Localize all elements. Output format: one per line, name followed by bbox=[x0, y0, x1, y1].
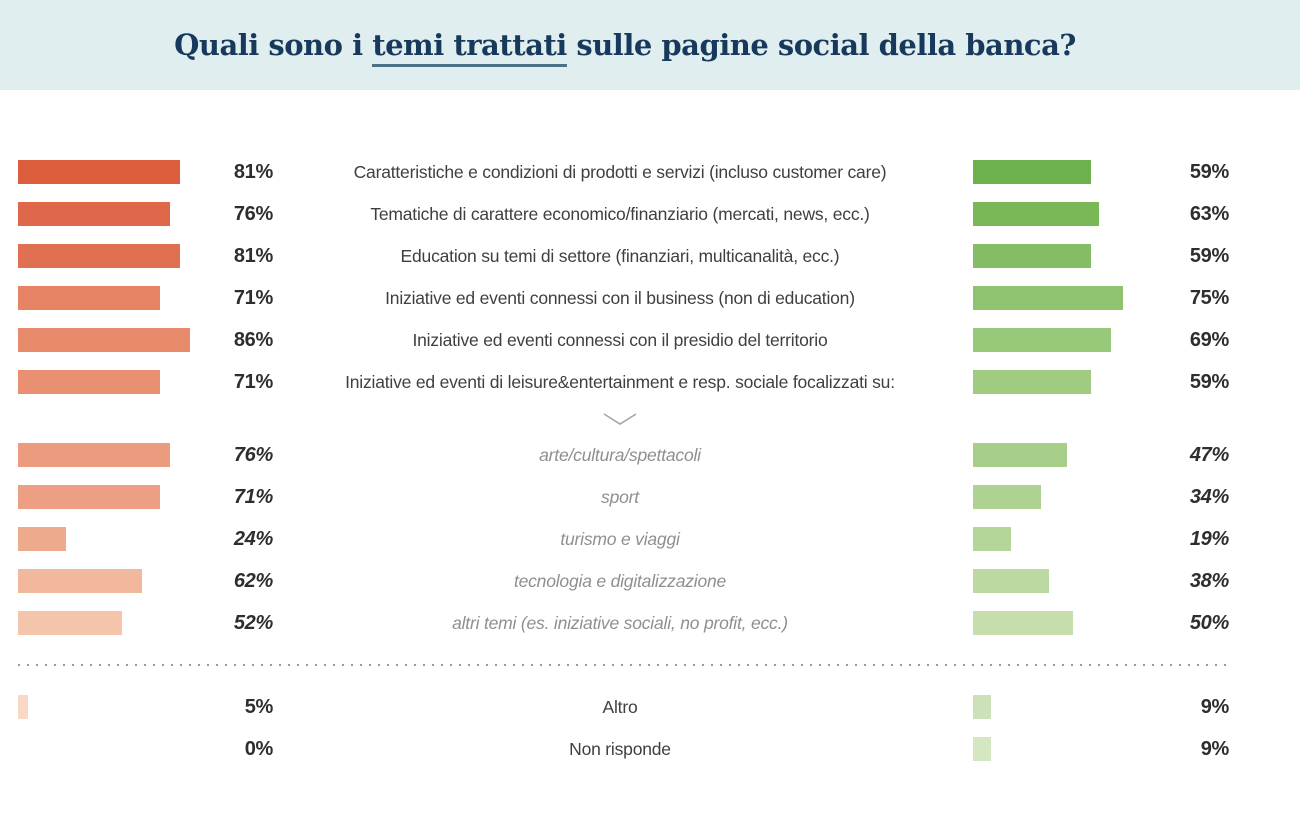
row-label: arte/cultura/spettacoli bbox=[539, 445, 701, 465]
right-percent-label: 59% bbox=[1189, 371, 1229, 393]
right-percent-label: 63% bbox=[1189, 203, 1229, 225]
left-bar bbox=[18, 695, 28, 719]
row-label: Tematiche di carattere economico/finanzi… bbox=[370, 204, 870, 224]
row-label: Iniziative ed eventi connessi con il bus… bbox=[385, 288, 855, 308]
chevron-down-icon bbox=[603, 413, 637, 425]
right-percent-label: 69% bbox=[1189, 329, 1229, 351]
right-percent-label: 75% bbox=[1189, 287, 1229, 309]
right-bar bbox=[973, 160, 1091, 184]
right-percent-label: 59% bbox=[1189, 245, 1229, 267]
separator-row bbox=[0, 644, 1300, 686]
right-bar bbox=[973, 695, 991, 719]
left-percent-label: 52% bbox=[233, 612, 273, 634]
right-bar bbox=[973, 328, 1111, 352]
right-percent-label: 38% bbox=[1189, 570, 1229, 592]
left-bar bbox=[18, 611, 122, 635]
chart-row: 81% Education su temi di settore (finanz… bbox=[0, 235, 1300, 277]
left-percent-label: 86% bbox=[233, 329, 273, 351]
right-bar bbox=[973, 370, 1091, 394]
row-label: Iniziative ed eventi di leisure&entertai… bbox=[345, 372, 895, 392]
left-percent-label: 71% bbox=[233, 486, 273, 508]
left-bar bbox=[18, 160, 180, 184]
dotted-separator bbox=[18, 664, 1228, 666]
row-label: Education su temi di settore (finanziari… bbox=[400, 246, 840, 266]
row-label: sport bbox=[601, 487, 639, 507]
page-title-underlined: temi trattati bbox=[372, 28, 567, 67]
left-percent-label: 0% bbox=[244, 738, 274, 760]
chart-row: 76% Tematiche di carattere economico/fin… bbox=[0, 193, 1300, 235]
chart-row: 0% Non risponde 9% bbox=[0, 728, 1300, 770]
right-bar bbox=[973, 443, 1067, 467]
chart-row: 81% Caratteristiche e condizioni di prod… bbox=[0, 151, 1300, 193]
left-percent-label: 24% bbox=[233, 528, 273, 550]
row-label: Altro bbox=[602, 697, 638, 717]
left-percent-label: 76% bbox=[233, 444, 273, 466]
left-percent-label: 81% bbox=[233, 161, 273, 183]
left-bar bbox=[18, 286, 160, 310]
row-label: Iniziative ed eventi connessi con il pre… bbox=[412, 330, 828, 350]
left-percent-label: 71% bbox=[233, 371, 273, 393]
left-bar bbox=[18, 485, 160, 509]
right-bar bbox=[973, 569, 1049, 593]
chart-row: 86% Iniziative ed eventi connessi con il… bbox=[0, 319, 1300, 361]
row-label: tecnologia e digitalizzazione bbox=[513, 571, 727, 591]
left-percent-label: 71% bbox=[233, 287, 273, 309]
right-bar bbox=[973, 202, 1099, 226]
chart-row: 52% altri temi (es. iniziative sociali, … bbox=[0, 602, 1300, 644]
right-percent-label: 9% bbox=[1200, 696, 1230, 718]
mirrored-bar-chart: 81% Caratteristiche e condizioni di prod… bbox=[0, 151, 1300, 770]
right-percent-label: 34% bbox=[1189, 486, 1229, 508]
chart-row: 62% tecnologia e digitalizzazione 38% bbox=[0, 560, 1300, 602]
right-bar bbox=[973, 286, 1123, 310]
row-label: Caratteristiche e condizioni di prodotti… bbox=[353, 162, 887, 182]
left-bar bbox=[18, 328, 190, 352]
chart-row: 24% turismo e viaggi 19% bbox=[0, 518, 1300, 560]
left-bar bbox=[18, 202, 170, 226]
left-bar bbox=[18, 569, 142, 593]
row-label: Non risponde bbox=[569, 739, 671, 759]
chart-row: 5% Altro 9% bbox=[0, 686, 1300, 728]
page-title-prefix: Quali sono i bbox=[174, 28, 373, 62]
right-bar bbox=[973, 737, 991, 761]
chart-row: 71% Iniziative ed eventi connessi con il… bbox=[0, 277, 1300, 319]
right-percent-label: 9% bbox=[1200, 738, 1230, 760]
page-title-suffix: sulle pagine social della banca? bbox=[566, 28, 1076, 62]
right-bar bbox=[973, 527, 1011, 551]
left-bar bbox=[18, 244, 180, 268]
left-percent-label: 5% bbox=[244, 696, 274, 718]
left-percent-label: 76% bbox=[233, 203, 273, 225]
right-percent-label: 19% bbox=[1189, 528, 1229, 550]
left-bar bbox=[18, 443, 170, 467]
row-label: turismo e viaggi bbox=[560, 529, 680, 549]
right-percent-label: 50% bbox=[1189, 612, 1229, 634]
right-bar bbox=[973, 485, 1041, 509]
right-bar bbox=[973, 244, 1091, 268]
chevron-row bbox=[0, 403, 1300, 434]
chart-row: 71% sport 34% bbox=[0, 476, 1300, 518]
chart-row: 76% arte/cultura/spettacoli 47% bbox=[0, 434, 1300, 476]
page-title: Quali sono i temi trattati sulle pagine … bbox=[0, 0, 1250, 90]
left-percent-label: 81% bbox=[233, 245, 273, 267]
right-bar bbox=[973, 611, 1073, 635]
header-band bbox=[0, 0, 1300, 90]
row-label: altri temi (es. iniziative sociali, no p… bbox=[452, 613, 788, 633]
right-percent-label: 47% bbox=[1189, 444, 1229, 466]
left-bar bbox=[18, 527, 66, 551]
chart-row: 71% Iniziative ed eventi di leisure&ente… bbox=[0, 361, 1300, 403]
left-bar bbox=[18, 370, 160, 394]
right-percent-label: 59% bbox=[1189, 161, 1229, 183]
left-percent-label: 62% bbox=[233, 570, 273, 592]
